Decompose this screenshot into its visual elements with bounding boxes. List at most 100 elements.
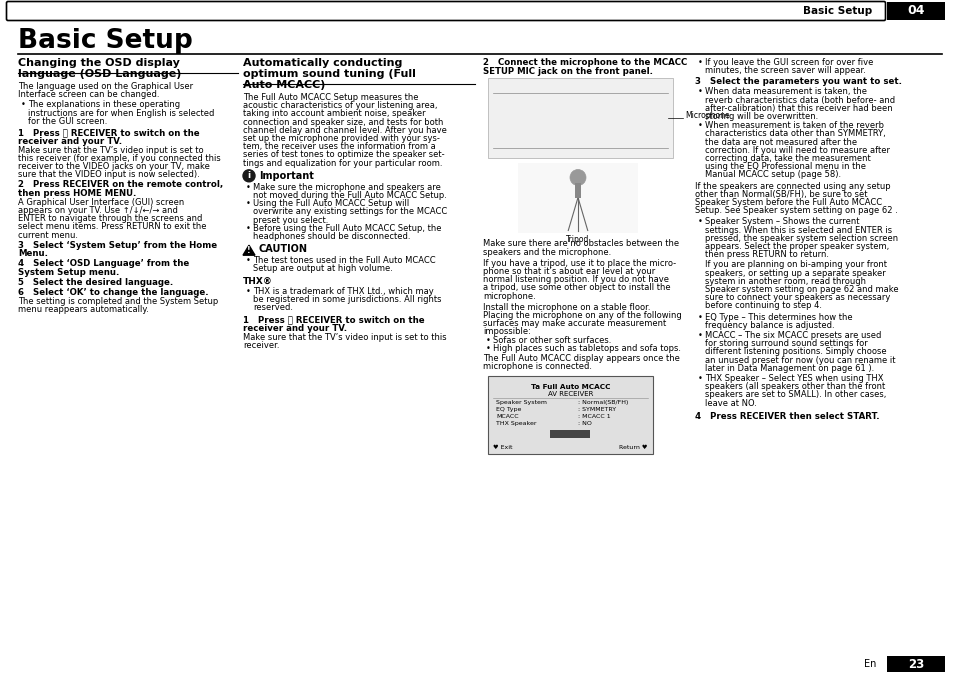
- Text: Speaker system setting on page 62 and make: Speaker system setting on page 62 and ma…: [704, 285, 898, 294]
- Text: ♥ Exit: ♥ Exit: [493, 445, 512, 450]
- Text: tem, the receiver uses the information from a: tem, the receiver uses the information f…: [243, 142, 436, 151]
- Text: phone so that it’s about ear level at your: phone so that it’s about ear level at yo…: [482, 267, 655, 276]
- Text: channel delay and channel level. After you have: channel delay and channel level. After y…: [243, 126, 446, 135]
- Text: Placing the microphone on any of the following: Placing the microphone on any of the fol…: [482, 311, 681, 320]
- Text: select menu items. Press RETURN to exit the: select menu items. Press RETURN to exit …: [18, 222, 206, 231]
- Text: Sofas or other soft surfaces.: Sofas or other soft surfaces.: [493, 336, 611, 345]
- Text: characteristics data other than SYMMETRY,: characteristics data other than SYMMETRY…: [704, 129, 884, 139]
- Text: If the speakers are connected using any setup: If the speakers are connected using any …: [695, 182, 890, 191]
- Text: this receiver (for example, if you connected this: this receiver (for example, if you conne…: [18, 153, 220, 163]
- Text: 23: 23: [907, 658, 923, 671]
- Text: speakers, or setting up a separate speaker: speakers, or setting up a separate speak…: [704, 268, 884, 278]
- Text: High places such as tabletops and sofa tops.: High places such as tabletops and sofa t…: [493, 344, 680, 353]
- Bar: [562, 99, 582, 110]
- Bar: [886, 2, 944, 20]
- Text: : NO: : NO: [578, 420, 591, 426]
- Text: •: •: [698, 312, 702, 322]
- Text: correction. If you will need to measure after: correction. If you will need to measure …: [704, 146, 889, 155]
- Text: surfaces may make accurate measurement: surfaces may make accurate measurement: [482, 319, 665, 329]
- Text: ENTER to navigate through the screens and: ENTER to navigate through the screens an…: [18, 214, 202, 223]
- Text: headphones should be disconnected.: headphones should be disconnected.: [253, 232, 410, 241]
- Text: then press RETURN to return.: then press RETURN to return.: [704, 250, 828, 259]
- Text: 4   Press RECEIVER then select START.: 4 Press RECEIVER then select START.: [695, 412, 879, 420]
- Text: A Graphical User Interface (GUI) screen: A Graphical User Interface (GUI) screen: [18, 198, 184, 207]
- Text: !: !: [247, 245, 251, 255]
- Text: 04: 04: [906, 5, 923, 18]
- Bar: [488, 78, 672, 158]
- Text: receiver and your TV.: receiver and your TV.: [18, 137, 122, 145]
- Bar: [517, 162, 638, 233]
- Circle shape: [569, 170, 585, 185]
- Text: receiver to the VIDEO jacks on your TV, make: receiver to the VIDEO jacks on your TV, …: [18, 162, 210, 171]
- Text: Manual MCACC setup (page 58).: Manual MCACC setup (page 58).: [704, 170, 841, 179]
- Text: connection and speaker size, and tests for both: connection and speaker size, and tests f…: [243, 118, 443, 126]
- Text: other than Normal(SB/FH), be sure to set: other than Normal(SB/FH), be sure to set: [695, 190, 866, 199]
- FancyBboxPatch shape: [7, 1, 884, 20]
- Text: different listening positions. Simply choose: different listening positions. Simply ch…: [704, 347, 885, 356]
- Text: •: •: [246, 224, 251, 233]
- Text: not moved during the Full Auto MCACC Setup.: not moved during the Full Auto MCACC Set…: [253, 191, 446, 200]
- Text: i: i: [247, 171, 251, 180]
- Text: Speaker System: Speaker System: [496, 400, 546, 405]
- Text: system in another room, read through: system in another room, read through: [704, 276, 865, 286]
- Text: minutes, the screen saver will appear.: minutes, the screen saver will appear.: [704, 66, 865, 75]
- Text: Make sure the microphone and speakers are: Make sure the microphone and speakers ar…: [253, 183, 440, 192]
- Text: EQ Type: EQ Type: [496, 406, 521, 412]
- Text: The language used on the Graphical User: The language used on the Graphical User: [18, 82, 193, 91]
- Text: THX®: THX®: [243, 276, 273, 285]
- Text: acoustic characteristics of your listening area,: acoustic characteristics of your listeni…: [243, 101, 437, 110]
- Text: THX Speaker: THX Speaker: [496, 420, 536, 426]
- Text: 1   Press ⌽ RECEIVER to switch on the: 1 Press ⌽ RECEIVER to switch on the: [243, 315, 424, 324]
- Text: Make sure that the TV’s video input is set to: Make sure that the TV’s video input is s…: [18, 145, 203, 155]
- Text: for the GUI screen.: for the GUI screen.: [28, 117, 108, 126]
- Text: En: En: [862, 659, 875, 669]
- Bar: [537, 99, 553, 110]
- Text: reverb characteristics data (both before- and: reverb characteristics data (both before…: [704, 95, 894, 105]
- Text: Install the microphone on a stable floor.: Install the microphone on a stable floor…: [482, 303, 650, 312]
- Text: If you have a tripod, use it to place the micro-: If you have a tripod, use it to place th…: [482, 259, 676, 268]
- Text: Make sure there are no obstacles between the: Make sure there are no obstacles between…: [482, 239, 679, 249]
- Text: SETUP MIC jack on the front panel.: SETUP MIC jack on the front panel.: [482, 66, 652, 76]
- Text: Basic Setup: Basic Setup: [801, 6, 871, 16]
- Circle shape: [243, 170, 254, 182]
- Text: normal listening position. If you do not have: normal listening position. If you do not…: [482, 275, 668, 285]
- Text: Setup are output at high volume.: Setup are output at high volume.: [253, 264, 393, 273]
- Text: storing will be overwritten.: storing will be overwritten.: [704, 112, 818, 121]
- Text: impossible:: impossible:: [482, 327, 530, 337]
- Text: •: •: [698, 331, 702, 340]
- Text: current menu.: current menu.: [18, 231, 78, 239]
- Text: speakers (all speakers other than the front: speakers (all speakers other than the fr…: [704, 382, 884, 391]
- Text: preset you select.: preset you select.: [253, 216, 328, 224]
- Text: If you leave the GUI screen for over five: If you leave the GUI screen for over fiv…: [704, 58, 872, 67]
- Text: •: •: [698, 121, 702, 130]
- Text: Before using the Full Auto MCACC Setup, the: Before using the Full Auto MCACC Setup, …: [253, 224, 441, 233]
- Text: AV RECEIVER: AV RECEIVER: [547, 391, 593, 397]
- Text: When measurement is taken of the reverb: When measurement is taken of the reverb: [704, 121, 883, 130]
- Bar: [550, 430, 590, 437]
- Text: MCACC: MCACC: [496, 414, 518, 418]
- Text: Ta Full Auto MCACC: Ta Full Auto MCACC: [530, 383, 610, 389]
- Text: a tripod, use some other object to install the: a tripod, use some other object to insta…: [482, 283, 670, 293]
- Text: the data are not measured after the: the data are not measured after the: [704, 138, 856, 147]
- Text: receiver and your TV.: receiver and your TV.: [243, 324, 347, 333]
- Text: series of test tones to optimize the speaker set-: series of test tones to optimize the spe…: [243, 150, 444, 160]
- Text: 6   Select ‘OK’ to change the language.: 6 Select ‘OK’ to change the language.: [18, 288, 209, 297]
- Text: an unused preset for now (you can rename it: an unused preset for now (you can rename…: [704, 356, 895, 364]
- Text: The Full Auto MCACC display appears once the: The Full Auto MCACC display appears once…: [482, 354, 679, 363]
- Text: microphone.: microphone.: [482, 292, 536, 301]
- Text: MCACC – The six MCACC presets are used: MCACC – The six MCACC presets are used: [704, 331, 881, 340]
- Text: : Normal(SB/FH): : Normal(SB/FH): [578, 400, 628, 405]
- Text: : SYMMETRY: : SYMMETRY: [578, 406, 616, 412]
- Text: tings and equalization for your particular room.: tings and equalization for your particul…: [243, 159, 442, 168]
- Text: •: •: [485, 336, 491, 345]
- Text: taking into account ambient noise, speaker: taking into account ambient noise, speak…: [243, 110, 425, 118]
- Text: menu reappears automatically.: menu reappears automatically.: [18, 305, 149, 314]
- Text: Setup. See Speaker system setting on page 62 .: Setup. See Speaker system setting on pag…: [695, 206, 897, 215]
- Text: receiver.: receiver.: [243, 341, 279, 350]
- Text: •: •: [246, 256, 251, 265]
- Text: The explanations in these operating: The explanations in these operating: [28, 101, 180, 110]
- Polygon shape: [243, 245, 254, 256]
- Text: : MCACC 1: : MCACC 1: [578, 414, 610, 418]
- Text: Changing the OSD display: Changing the OSD display: [18, 58, 180, 68]
- Text: speakers and the microphone.: speakers and the microphone.: [482, 247, 611, 257]
